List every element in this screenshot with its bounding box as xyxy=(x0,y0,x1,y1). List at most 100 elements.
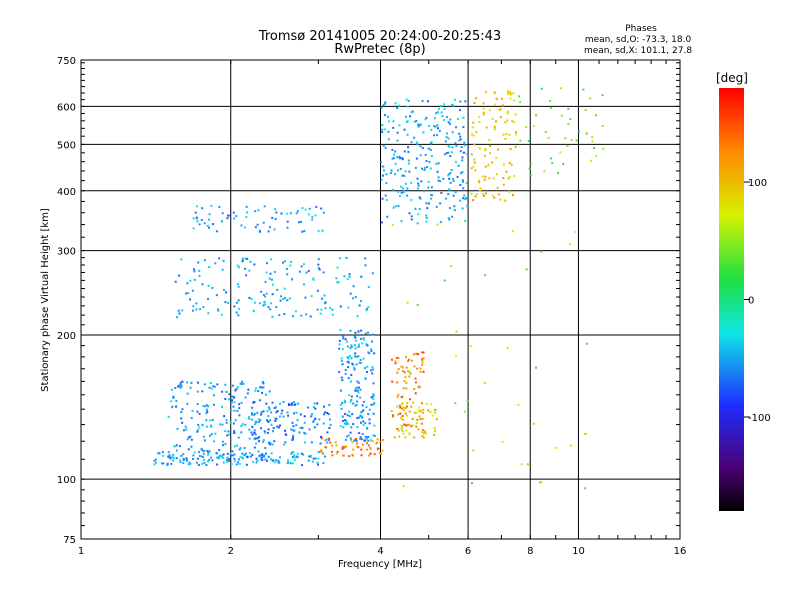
scatter-point xyxy=(175,449,178,452)
scatter-point xyxy=(234,419,237,422)
scatter-point xyxy=(367,435,370,438)
scatter-point xyxy=(255,461,258,464)
scatter-point xyxy=(401,366,404,369)
scatter-point xyxy=(278,456,281,459)
scatter-point xyxy=(255,442,258,445)
scatter-point xyxy=(355,363,358,366)
scatter-point xyxy=(361,416,364,419)
scatter-point xyxy=(199,455,202,458)
scatter-point xyxy=(210,204,213,207)
scatter-point xyxy=(270,411,273,414)
scatter-point xyxy=(190,417,193,420)
scatter-point xyxy=(381,128,384,131)
scatter-point xyxy=(226,456,229,459)
scatter-point xyxy=(212,440,215,443)
scatter-point xyxy=(286,212,289,215)
scatter-point xyxy=(266,431,269,434)
scatter-point xyxy=(247,415,250,418)
scatter-point xyxy=(286,299,289,302)
scatter-point xyxy=(358,343,361,346)
scatter-point xyxy=(199,308,202,311)
scatter-point xyxy=(309,315,312,318)
scatter-point xyxy=(401,425,404,428)
scatter-point xyxy=(172,456,175,459)
scatter-point xyxy=(307,269,310,272)
scatter-point xyxy=(349,400,352,403)
scatter-point xyxy=(253,414,256,417)
scatter-point xyxy=(436,170,439,173)
scatter-point xyxy=(438,107,441,110)
scatter-point xyxy=(443,107,446,110)
scatter-point xyxy=(167,415,170,418)
scatter-point xyxy=(386,215,389,218)
scatter-point xyxy=(595,114,598,117)
scatter-point xyxy=(400,424,403,427)
scatter-point xyxy=(205,408,208,411)
scatter-point xyxy=(188,436,191,439)
scatter-point xyxy=(202,435,205,438)
scatter-point xyxy=(368,352,371,355)
scatter-point xyxy=(312,278,315,281)
scatter-point xyxy=(439,180,442,183)
scatter-point xyxy=(419,145,422,148)
scatter-point xyxy=(356,425,359,428)
scatter-point xyxy=(236,409,239,412)
scatter-point xyxy=(357,416,360,419)
scatter-point xyxy=(317,457,320,460)
colorbar-tick-label: -100 xyxy=(748,413,771,424)
scatter-point xyxy=(357,355,360,358)
scatter-point xyxy=(303,229,306,232)
scatter-point xyxy=(436,223,439,226)
scatter-point xyxy=(293,429,296,432)
scatter-point xyxy=(339,403,342,406)
scatter-point xyxy=(347,306,350,309)
scatter-point xyxy=(591,136,594,139)
scatter-point xyxy=(478,179,481,182)
scatter-point xyxy=(296,419,299,422)
scatter-point xyxy=(273,461,276,464)
scatter-point xyxy=(294,403,297,406)
scatter-point xyxy=(478,147,481,150)
chart-title: Tromsø 20141005 20:24:00-20:25:43 xyxy=(258,29,501,44)
scatter-point xyxy=(445,136,448,139)
scatter-point xyxy=(435,418,438,421)
scatter-point xyxy=(215,452,218,455)
scatter-point xyxy=(416,418,419,421)
scatter-point xyxy=(253,437,256,440)
scatter-point xyxy=(507,93,510,96)
scatter-point xyxy=(392,415,395,418)
scatter-point xyxy=(455,354,458,357)
scatter-point xyxy=(233,217,236,220)
scatter-point xyxy=(344,438,347,441)
scatter-point xyxy=(366,442,369,445)
scatter-point xyxy=(274,208,277,211)
scatter-point xyxy=(221,423,224,426)
scatter-point xyxy=(218,206,221,209)
scatter-point xyxy=(277,459,280,462)
scatter-point xyxy=(226,434,229,437)
scatter-point xyxy=(198,274,201,277)
scatter-point xyxy=(371,272,374,275)
scatter-point xyxy=(300,265,303,268)
scatter-point xyxy=(503,199,506,202)
scatter-point xyxy=(191,409,194,412)
scatter-point xyxy=(372,393,375,396)
scatter-point xyxy=(211,459,214,462)
scatter-point xyxy=(260,456,263,459)
scatter-point xyxy=(427,180,430,183)
scatter-point xyxy=(354,389,357,392)
scatter-point xyxy=(426,100,429,103)
scatter-point xyxy=(378,452,381,455)
scatter-point xyxy=(371,440,374,443)
scatter-point xyxy=(430,128,433,131)
scatter-point xyxy=(357,345,360,348)
scatter-point xyxy=(349,438,352,441)
scatter-point xyxy=(202,449,205,452)
scatter-point xyxy=(233,409,236,412)
scatter-point xyxy=(269,302,272,305)
x-tick-label: 2 xyxy=(228,546,234,557)
scatter-point xyxy=(421,147,424,150)
scatter-point xyxy=(394,205,397,208)
scatter-point xyxy=(264,458,267,461)
scatter-point xyxy=(451,215,454,218)
